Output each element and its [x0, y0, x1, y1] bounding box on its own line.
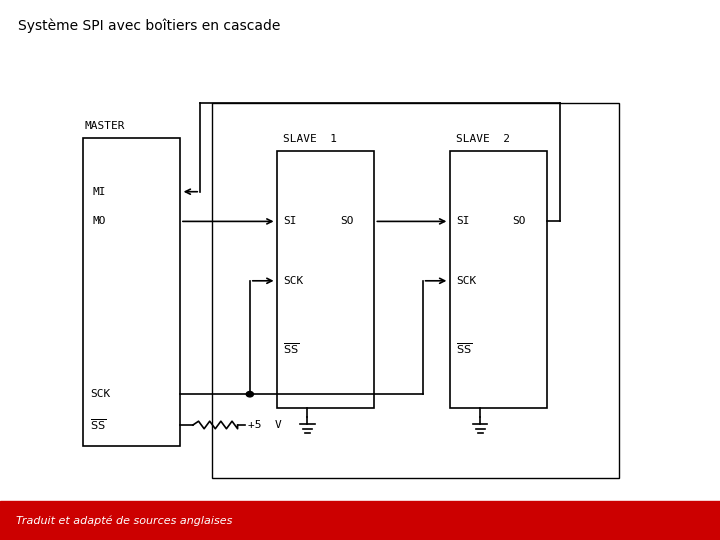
Text: SO: SO	[513, 217, 526, 226]
Text: $\overline{\rm SS}$: $\overline{\rm SS}$	[283, 341, 299, 356]
Text: SLAVE  1: SLAVE 1	[283, 134, 337, 144]
Text: SI: SI	[283, 217, 297, 226]
Bar	[212, 103, 619, 478]
Text: Traduit et adapté de sources anglaises: Traduit et adapté de sources anglaises	[16, 515, 233, 525]
Text: $\overline{\rm SS}$: $\overline{\rm SS}$	[90, 417, 106, 433]
Bar	[450, 151, 547, 408]
Text: MI: MI	[92, 187, 106, 197]
Text: MASTER: MASTER	[85, 121, 125, 131]
Text: +5  V: +5 V	[248, 420, 282, 430]
Circle shape	[246, 392, 253, 397]
Text: SCK: SCK	[456, 276, 476, 286]
Text: SCK: SCK	[283, 276, 303, 286]
Bar	[83, 138, 180, 445]
Text: Système SPI avec boîtiers en cascade: Système SPI avec boîtiers en cascade	[18, 19, 280, 33]
Text: SCK: SCK	[90, 389, 110, 399]
Bar	[277, 151, 374, 408]
Text: SI: SI	[456, 217, 469, 226]
Text: SLAVE  2: SLAVE 2	[456, 134, 510, 144]
Bar	[0, 501, 720, 540]
Text: SO: SO	[340, 217, 354, 226]
Text: MO: MO	[92, 217, 106, 226]
Text: $\overline{\rm SS}$: $\overline{\rm SS}$	[456, 341, 472, 356]
